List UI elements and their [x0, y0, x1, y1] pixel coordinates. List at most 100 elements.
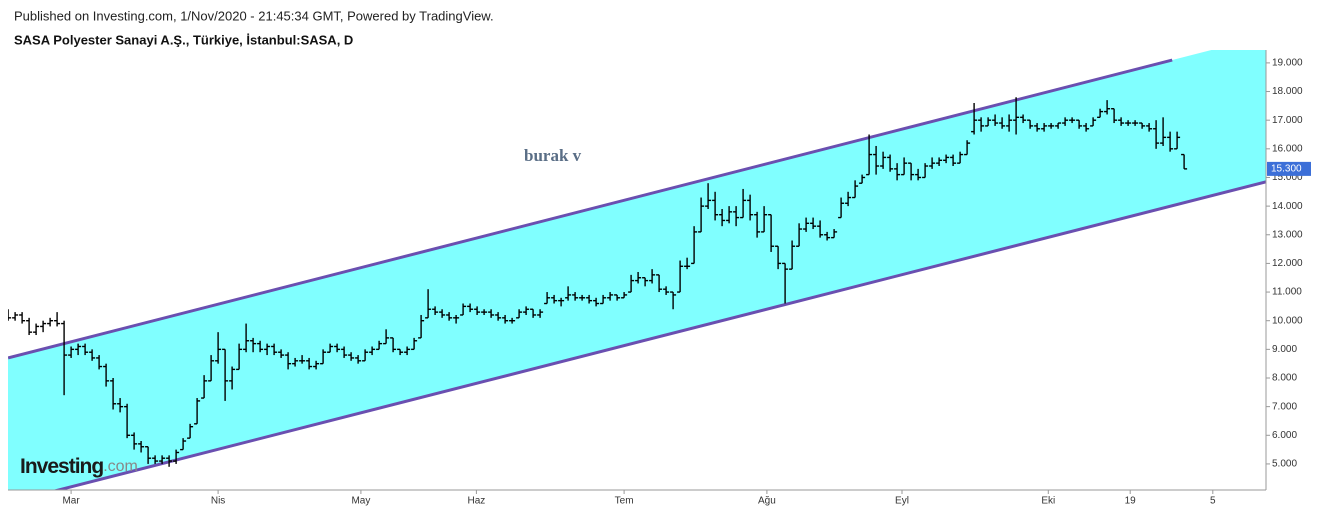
ohlc-bar [1090, 117, 1097, 127]
ohlc-bar [418, 314, 425, 339]
x-tick-label: 19 [1125, 496, 1137, 507]
ohlc-bar [915, 168, 922, 181]
ohlc-bar [873, 145, 880, 175]
ohlc-bar [236, 343, 243, 371]
x-tick-label: Nis [211, 496, 225, 507]
ohlc-bar [866, 134, 873, 176]
ohlc-bar [782, 262, 789, 304]
ohlc-bar [698, 197, 705, 233]
ohlc-bar [334, 343, 341, 353]
y-tick-label: 8.000 [1272, 373, 1297, 384]
x-tick-label: Mar [62, 496, 80, 507]
publisher-note: Published on Investing.com, 1/Nov/2020 -… [14, 8, 494, 23]
ohlc-bar [271, 343, 278, 356]
ohlc-bar [166, 455, 173, 467]
ohlc-bar [509, 317, 516, 324]
ohlc-bar [1083, 123, 1090, 132]
ohlc-bar [341, 346, 348, 358]
ohlc-bar [397, 348, 404, 356]
ohlc-bar [845, 191, 852, 207]
ohlc-bar [103, 363, 110, 387]
ohlc-bar [299, 355, 306, 364]
ohlc-bar [327, 343, 334, 353]
axes: 5.000 6.000 7.000 8.000 9.000 10.000 11.000 12.… [8, 50, 1311, 507]
y-tick-label: 15.000 [1272, 172, 1303, 183]
ohlc-bar [54, 312, 61, 327]
ohlc-bar [880, 151, 887, 169]
ohlc-bar [460, 303, 467, 316]
ohlc-bar [1097, 108, 1104, 119]
ohlc-bar [474, 306, 481, 315]
ohlc-bar [8, 309, 12, 321]
ohlc-bar [152, 455, 159, 464]
ohlc-bar [1027, 119, 1034, 129]
ohlc-bar [362, 349, 369, 362]
ohlc-bar [565, 286, 572, 301]
ohlc-bar [1041, 123, 1048, 132]
y-tick-label: 9.000 [1272, 344, 1297, 355]
ohlc-bar [313, 360, 320, 370]
ohlc-bar [82, 343, 89, 356]
y-tick-label: 17.000 [1272, 115, 1303, 126]
ohlc-bar [761, 206, 768, 233]
ohlc-bar [117, 398, 124, 413]
ohlc-bar [278, 349, 285, 358]
x-tick-label: Haz [468, 496, 486, 507]
ohlc-bar [439, 309, 446, 318]
x-tick-label: May [351, 496, 370, 507]
ohlc-bar [12, 312, 19, 321]
ohlc-bar [243, 323, 250, 353]
ohlc-bar [383, 329, 390, 345]
ohlc-bar [796, 223, 803, 247]
ohlc-bar [495, 312, 502, 321]
ohlc-bar [75, 343, 82, 356]
ohlc-bar [999, 117, 1006, 129]
ohlc-bar [537, 309, 544, 318]
y-tick-label: 7.000 [1272, 401, 1297, 412]
ohlc-bar [1048, 123, 1055, 129]
ohlc-bar [579, 294, 586, 301]
ohlc-bar [635, 272, 642, 284]
ohlc-bar [754, 211, 761, 238]
ohlc-bar [292, 357, 299, 367]
ohlc-bar [110, 377, 117, 410]
ohlc-bar [803, 217, 810, 232]
y-tick-label: 6.000 [1272, 430, 1297, 441]
chart-title: SASA Polyester Sanayi A.Ş., Türkiye, İst… [14, 32, 353, 47]
ohlc-bar [936, 157, 943, 167]
ohlc-bar [481, 309, 488, 315]
ohlc-bar [684, 257, 691, 270]
ohlc-bar [1139, 122, 1146, 129]
ohlc-bar [369, 346, 376, 356]
ohlc-bar [215, 332, 222, 364]
ohlc-bar [222, 348, 229, 401]
ohlc-bar [446, 312, 453, 321]
ohlc-bar [523, 306, 530, 315]
x-tick-label: Eyl [895, 496, 909, 507]
y-tick-label: 19.000 [1272, 58, 1303, 69]
ohlc-bar [901, 157, 908, 176]
ohlc-bar [306, 357, 313, 370]
ohlc-bar [551, 294, 558, 304]
ohlc-bar [621, 292, 628, 299]
ohlc-bar [411, 337, 418, 351]
ohlc-bar [824, 231, 831, 241]
y-tick-label: 5.000 [1272, 459, 1297, 470]
ohlc-bar [740, 188, 747, 219]
ohlc-bar [670, 291, 677, 310]
ohlc-bar [656, 274, 663, 293]
ohlc-bar [957, 151, 964, 164]
ohlc-bar [159, 455, 166, 464]
ohlc-bar [978, 117, 985, 132]
ohlc-bar [642, 277, 649, 287]
ohlc-bar [61, 320, 68, 396]
ohlc-bar [929, 157, 936, 169]
last-price-box [1267, 161, 1311, 176]
ohlc-bar [586, 294, 593, 304]
ohlc-bar [859, 174, 866, 184]
ohlc-bar [320, 349, 327, 365]
ohlc-bar [264, 343, 271, 356]
ohlc-bar [733, 206, 740, 227]
logo-name: Investing [20, 455, 103, 478]
